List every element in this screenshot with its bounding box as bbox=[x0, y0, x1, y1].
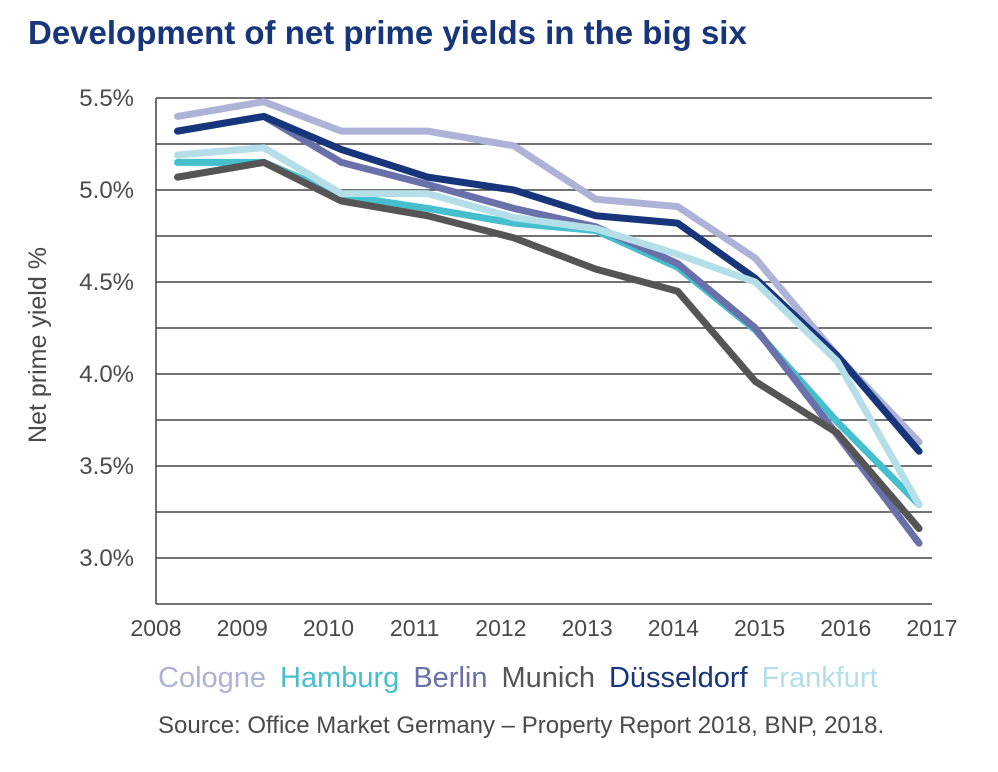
series-line-munich bbox=[174, 158, 923, 533]
gridlines bbox=[156, 97, 932, 559]
series-lines bbox=[174, 98, 923, 547]
x-tick-label: 2010 bbox=[303, 615, 354, 641]
y-axis-label: Net prime yield % bbox=[24, 247, 52, 443]
x-tick-label: 2011 bbox=[390, 615, 439, 641]
x-tick-label: 2015 bbox=[734, 615, 785, 641]
legend-entry: Hamburg bbox=[280, 662, 400, 694]
y-tick-label: 5.5% bbox=[79, 85, 134, 112]
x-tick-label: 2017 bbox=[906, 615, 957, 641]
x-tick-label: 2009 bbox=[217, 615, 268, 641]
x-tick-labels: 2008 2009 2010 2011 2012 2013 2014 2015 2016 2017 bbox=[130, 615, 957, 641]
x-tick-label: 2012 bbox=[475, 615, 526, 641]
legend: Cologne Hamburg Berlin Munich Düsseldorf Fran… bbox=[158, 662, 892, 695]
legend-entry: Düsseldorf bbox=[608, 662, 748, 694]
legend-entry: Cologne bbox=[158, 662, 267, 694]
series-line-frankfurt bbox=[174, 144, 923, 509]
series-line-berlin bbox=[174, 112, 923, 547]
y-tick-labels: 5.5% 5.0% 4.5% 4.0% 3.5% 3.0% bbox=[79, 85, 134, 572]
source-note: Source: Office Market Germany – Property… bbox=[158, 712, 885, 739]
axes bbox=[155, 98, 932, 605]
chart-title: Development of net prime yields in the b… bbox=[28, 14, 747, 51]
x-tick-label: 2013 bbox=[562, 615, 613, 641]
x-tick-label: 2014 bbox=[648, 615, 699, 641]
y-tick-label: 4.0% bbox=[79, 361, 134, 388]
series-line-cologne bbox=[174, 98, 923, 446]
line-chart: 5.5% 5.0% 4.5% 4.0% 3.5% 3.0% 2008 2009 2010 201… bbox=[24, 85, 958, 641]
x-tick-label: 2016 bbox=[820, 615, 871, 641]
legend-entry: Berlin bbox=[413, 662, 488, 694]
x-tick-label: 2008 bbox=[130, 615, 181, 641]
y-tick-label: 4.5% bbox=[79, 269, 134, 296]
legend-entry: Frankfurt bbox=[761, 662, 878, 694]
y-tick-label: 5.0% bbox=[79, 177, 134, 204]
y-tick-label: 3.0% bbox=[79, 545, 134, 572]
legend-entry: Munich bbox=[501, 662, 595, 694]
y-tick-label: 3.5% bbox=[79, 453, 134, 480]
